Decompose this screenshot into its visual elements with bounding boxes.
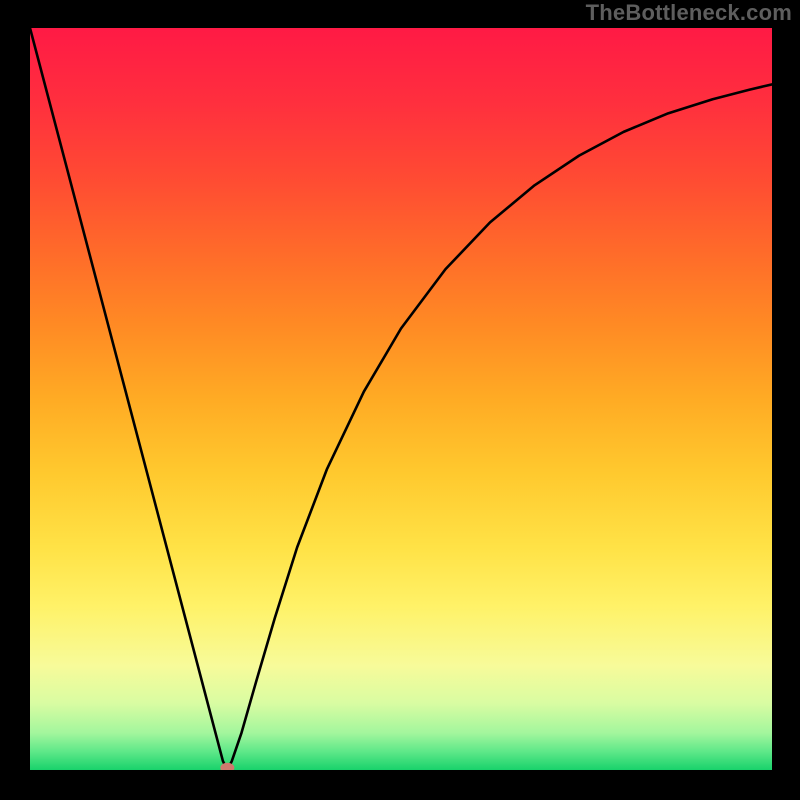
watermark-text: TheBottleneck.com <box>586 0 792 26</box>
gradient-background <box>30 28 772 770</box>
plot-svg <box>30 28 772 770</box>
plot-area <box>30 28 772 770</box>
chart-container: { "watermark": { "text": "TheBottleneck.… <box>0 0 800 800</box>
